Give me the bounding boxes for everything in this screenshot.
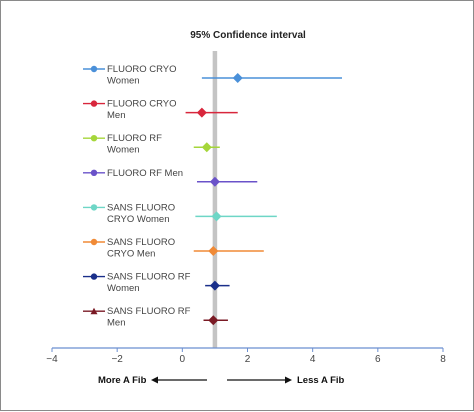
legend-label: Women: [107, 76, 140, 87]
x-tick-label: −2: [111, 354, 123, 365]
legend-label: FLUORO CRYO: [107, 64, 177, 75]
point-estimate: [232, 73, 243, 83]
right-arrow-head: [285, 376, 292, 384]
chart-title: 95% Confidence interval: [190, 30, 306, 41]
legend-label: FLUORO CRYO: [107, 99, 177, 110]
legend-marker: [90, 135, 98, 142]
legend-marker: [90, 169, 98, 176]
legend-label: SANS FLUORO: [107, 202, 175, 213]
x-tick-label: 0: [180, 354, 186, 365]
legend-marker: [90, 204, 98, 211]
legend-marker: [90, 238, 98, 246]
x-tick-label: 6: [375, 354, 381, 365]
legend-label: FLUORO RF Men: [107, 168, 183, 179]
legend-label: SANS FLUORO RF: [107, 306, 191, 317]
legend-marker: [90, 100, 98, 107]
legend-label: CRYO Women: [107, 214, 169, 225]
x-tick-label: −4: [46, 354, 58, 365]
point-estimate: [201, 142, 212, 153]
x-tick-label: 4: [310, 354, 316, 365]
legend-label: Men: [107, 318, 125, 329]
left-direction-label: More A Fib: [98, 375, 147, 386]
legend-marker: [90, 307, 98, 315]
legend-label: SANS FLUORO RF: [107, 272, 191, 283]
x-tick-label: 8: [440, 354, 446, 365]
series-row: FLUORO RF Men: [83, 168, 258, 187]
point-estimate: [208, 246, 219, 256]
legend-label: CRYO Men: [107, 249, 155, 260]
point-estimate: [211, 211, 222, 222]
legend-label: Women: [107, 283, 140, 294]
legend-label: SANS FLUORO: [107, 237, 175, 248]
point-estimate: [208, 315, 219, 326]
point-estimate: [209, 176, 220, 187]
legend-label: FLUORO RF: [107, 133, 162, 144]
point-estimate: [196, 107, 207, 118]
point-estimate: [209, 280, 220, 291]
x-tick-label: 2: [245, 354, 251, 365]
left-arrow-head: [151, 376, 158, 384]
right-direction-label: Less A Fib: [297, 375, 345, 386]
legend-label: Women: [107, 145, 140, 156]
legend-label: Men: [107, 110, 125, 121]
legend-marker: [90, 273, 98, 280]
legend-marker: [90, 65, 98, 73]
